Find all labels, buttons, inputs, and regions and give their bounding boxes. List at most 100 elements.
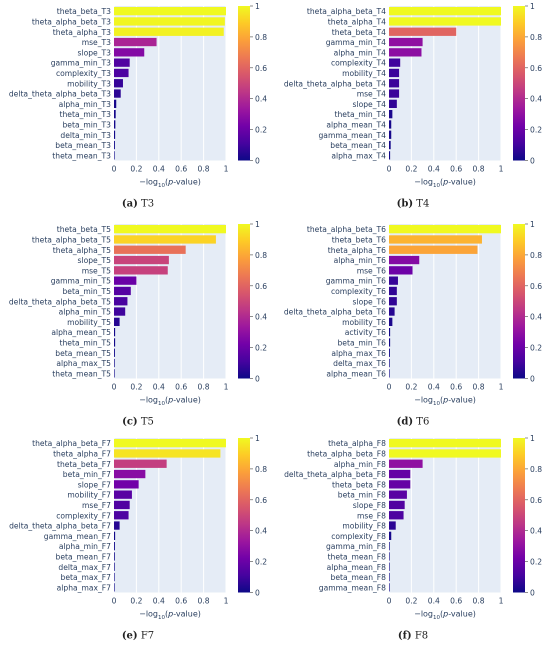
bar-theta-alpha-T6: [389, 245, 478, 254]
category-label: theta_alpha_T6: [328, 246, 386, 255]
bar-complexity-T6: [389, 286, 397, 296]
x-tick-label: 0.2: [130, 597, 142, 606]
bar-complexity-T3: [114, 68, 129, 78]
x-axis-label-italic: p: [167, 178, 173, 187]
x-tick-label: 0.6: [450, 383, 462, 392]
category-label: mse_F8: [357, 511, 386, 520]
category-label: slope_T6: [353, 297, 387, 306]
x-tick-label: 0.8: [473, 597, 485, 606]
category-label: alpha_max_F7: [57, 583, 112, 592]
bar-delta-theta-alpha-beta-T5: [114, 297, 128, 306]
panel-caption: (a) T3: [122, 199, 154, 210]
bar-mobility-T5: [114, 317, 120, 326]
category-label: gamma_min_T6: [326, 277, 386, 286]
colorbar-tick-label: 0: [530, 589, 535, 598]
x-tick-label: 0.8: [198, 165, 210, 174]
panel-caption: (e) F7: [122, 631, 154, 642]
category-label: gamma_mean_T4: [318, 131, 386, 140]
bar-alpha-mean-T5: [114, 328, 116, 337]
bar-alpha-mean-T6: [389, 369, 390, 378]
category-label: alpha_min_T4: [334, 48, 387, 57]
x-axis-label-post: -value): [173, 610, 201, 619]
category-label: beta_mean_F8: [331, 573, 387, 582]
category-label: slope_T5: [78, 256, 112, 265]
category-label: slope_F8: [353, 501, 386, 510]
x-axis-label: −log10(p-value): [414, 178, 476, 190]
category-label: complexity_F7: [56, 511, 111, 520]
x-axis-label-mid: (: [165, 178, 168, 187]
bar-slope-F8: [389, 500, 405, 510]
bar-beta-max-F7: [114, 572, 115, 582]
category-label: alpha_max_T4: [331, 151, 386, 160]
x-tick-label: 0.6: [175, 597, 187, 606]
x-tick-label: 0.6: [450, 165, 462, 174]
bar-alpha-mean-F8: [389, 562, 390, 571]
category-label: beta_min_T3: [62, 120, 111, 129]
x-axis-label-mid: (: [440, 610, 443, 619]
category-label: delta_theta_alpha_beta_T6: [284, 308, 386, 317]
category-label: beta_min_T5: [62, 287, 111, 296]
x-tick-label: 0.2: [405, 165, 417, 174]
x-tick-label: 0.8: [198, 383, 210, 392]
x-tick-label: 0.6: [175, 383, 187, 392]
colorbar-tick-label: 1: [255, 434, 260, 443]
bar-mobility-F7: [114, 490, 132, 499]
category-label: theta_alpha_beta_T4: [307, 7, 386, 16]
bar-theta-alpha-F7: [114, 449, 221, 458]
colorbar-tick-label: 0.8: [255, 251, 267, 260]
category-label: alpha_mean_F8: [327, 563, 387, 572]
caption-letter: (e): [122, 631, 138, 642]
x-axis-label: −log10(p-value): [139, 396, 201, 408]
category-label: delta_theta_alpha_beta_T4: [284, 79, 386, 88]
x-axis-label-sub: 10: [158, 615, 165, 621]
x-tick-label: 0: [387, 597, 392, 606]
colorbar-tick-label: 0.6: [530, 64, 542, 73]
category-label: beta_max_F7: [61, 573, 112, 582]
category-label: theta_beta_T6: [332, 235, 386, 244]
x-tick-label: 1: [499, 597, 504, 606]
bar-mobility-T3: [114, 79, 123, 88]
category-label: beta_mean_T3: [55, 141, 111, 150]
colorbar-tick-label: 0: [255, 375, 260, 384]
bar-theta-mean-T5: [114, 369, 115, 378]
category-label: theta_alpha_beta_T6: [307, 225, 386, 234]
category-label: theta_mean_T5: [52, 369, 111, 378]
category-label: theta_min_T4: [335, 110, 387, 119]
bar-slope-T4: [389, 99, 397, 108]
caption-text: T4: [416, 199, 429, 210]
bar-beta-mean-T5: [114, 348, 115, 357]
colorbar-tick-label: 1: [255, 220, 260, 229]
bar-gamma-min-T6: [389, 276, 398, 285]
colorbar-tick-label: 0.2: [255, 344, 267, 353]
category-label: beta_min_F7: [63, 470, 111, 479]
bar-alpha-min-T3: [114, 99, 117, 108]
caption-letter: (c): [122, 417, 138, 428]
category-label: beta_min_F8: [338, 491, 386, 500]
category-label: theta_alpha_T4: [328, 17, 386, 26]
category-label: alpha_min_F8: [334, 460, 386, 469]
colorbar-tick-label: 0.6: [255, 64, 267, 73]
category-label: gamma_min_T4: [326, 38, 386, 47]
x-axis-label: −log10(p-value): [414, 396, 476, 408]
category-label: theta_alpha_F8: [328, 439, 386, 448]
x-tick-label: 0.2: [130, 165, 142, 174]
x-tick-label: 1: [499, 165, 504, 174]
bar-theta-mean-T3: [114, 151, 115, 160]
colorbar-tick-label: 1: [255, 2, 260, 11]
category-label: alpha_mean_T6: [326, 369, 386, 378]
colorbar-tick-label: 0.6: [255, 496, 267, 505]
category-label: beta_mean_T4: [330, 141, 386, 150]
bar-mse-T5: [114, 266, 168, 275]
colorbar-tick-label: 0.8: [255, 465, 267, 474]
colorbar-tick-label: 0.2: [255, 558, 267, 567]
category-label: mobility_T3: [67, 79, 111, 88]
x-axis-label-sub: 10: [158, 183, 165, 189]
colorbar-tick-label: 0: [530, 157, 535, 166]
x-axis-label-pre: −log: [139, 178, 158, 187]
category-label: mse_F7: [82, 501, 111, 510]
bar-delta-theta-alpha-beta-T6: [389, 307, 395, 316]
colorbar-tick-label: 0.6: [530, 496, 542, 505]
bar-beta-mean-F7: [114, 552, 115, 561]
category-label: gamma_min_F8: [326, 542, 386, 551]
category-label: delta_max_T6: [333, 359, 386, 368]
